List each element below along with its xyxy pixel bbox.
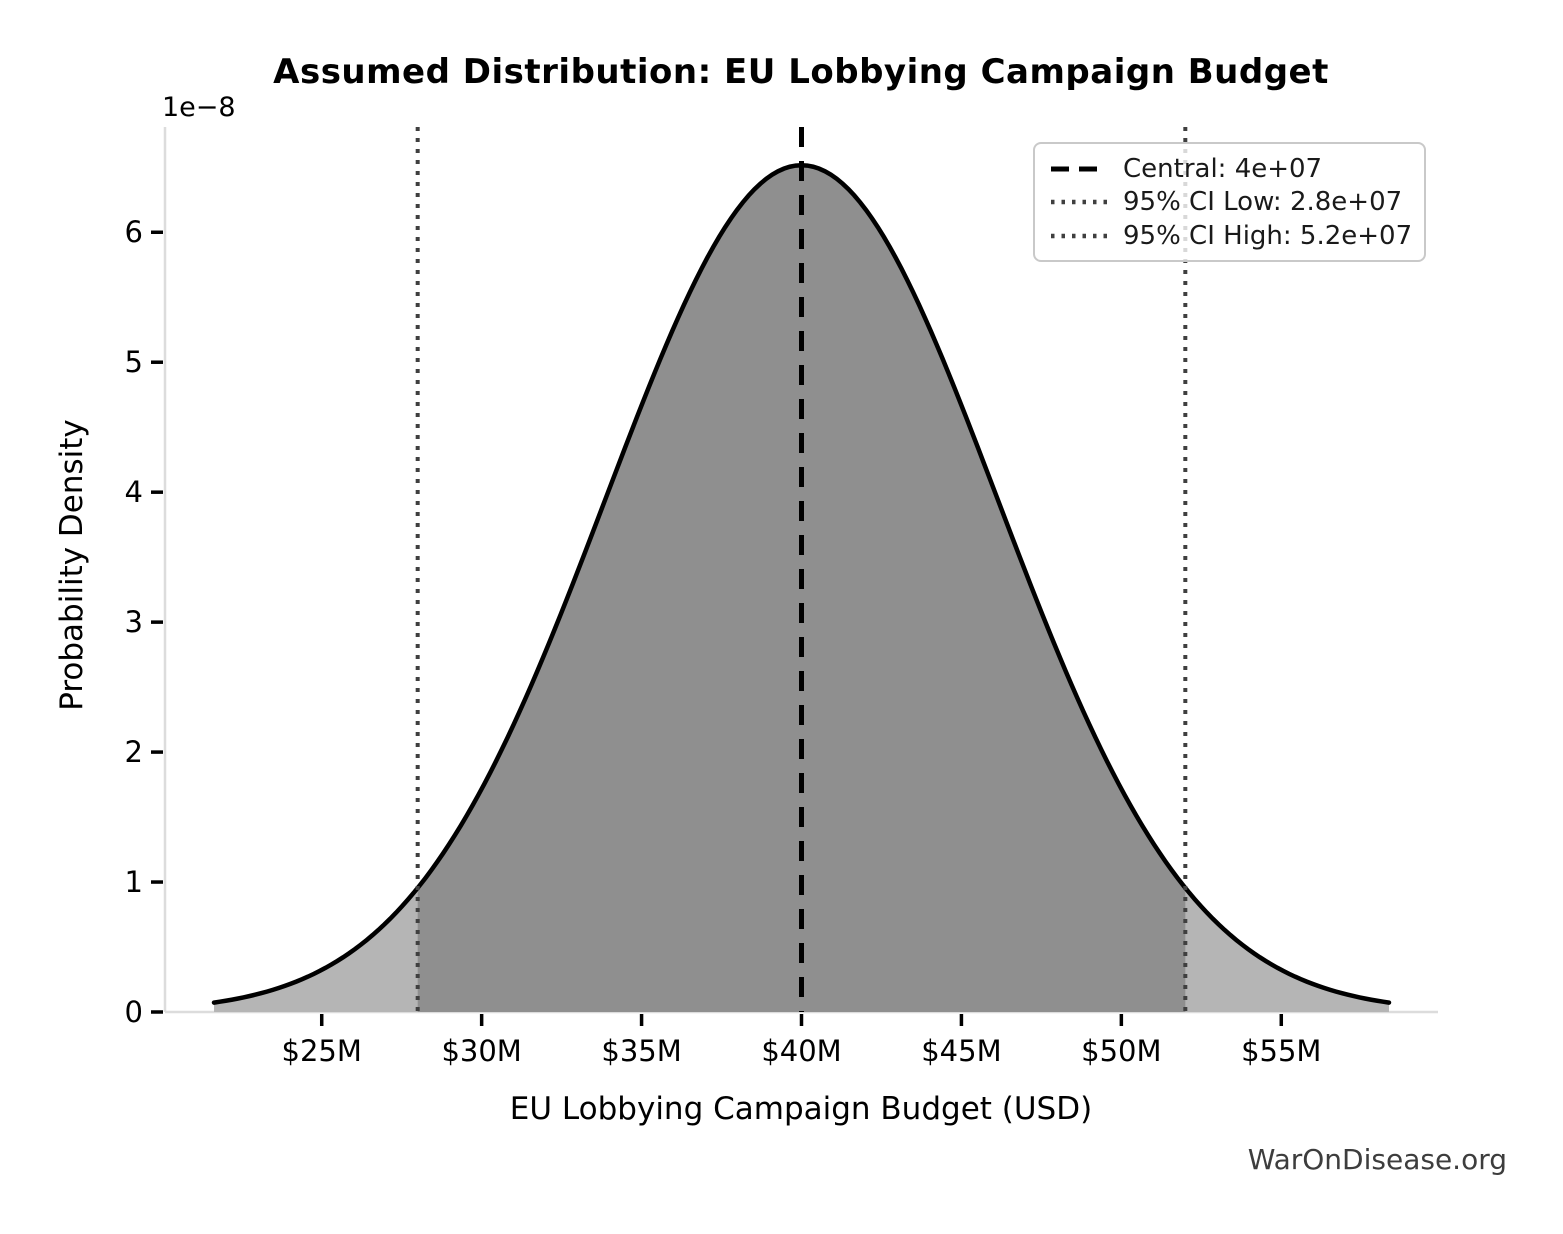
legend-item-label: 95% CI Low: 2.8e+07 [1123,187,1403,217]
x-tick-label: $25M [281,1034,362,1068]
x-axis-label: EU Lobbying Campaign Budget (USD) [509,1091,1093,1127]
y-tick-label: 6 [124,215,143,250]
dashed-line-icon [1051,166,1107,171]
legend-item: 95% CI Low: 2.8e+07 [1051,187,1414,217]
legend: Central: 4e+07 95% CI Low: 2.8e+07 95% CI … [1033,142,1426,262]
x-tick-label: $55M [1241,1034,1322,1068]
dotted-line-icon [1051,233,1107,238]
chart-title: Assumed Distribution: EU Lobbying Campai… [273,52,1329,92]
legend-item: Central: 4e+07 [1051,154,1414,184]
legend-item: 95% CI High: 5.2e+07 [1051,221,1414,251]
x-tick-label: $45M [921,1034,1002,1068]
y-tick-label: 3 [124,605,143,640]
x-tick-label: $50M [1081,1034,1162,1068]
y-tick-label: 0 [124,995,143,1029]
dotted-line-icon [1051,199,1107,205]
legend-item-label: Central: 4e+07 [1123,153,1323,184]
watermark: WarOnDisease.org [1247,1143,1507,1176]
x-tick-label: $35M [601,1034,682,1068]
y-axis-offset-label: 1e−8 [162,92,236,123]
y-tick-label: 1 [124,865,143,900]
y-tick-label: 4 [124,475,143,510]
x-tick-label: $40M [761,1034,842,1068]
x-tick-label: $30M [441,1034,522,1068]
y-tick-label: 5 [124,345,143,380]
y-tick-label: 2 [124,735,143,770]
legend-item-label: 95% CI High: 5.2e+07 [1123,220,1413,251]
y-axis-label: Probability Density [54,419,90,711]
